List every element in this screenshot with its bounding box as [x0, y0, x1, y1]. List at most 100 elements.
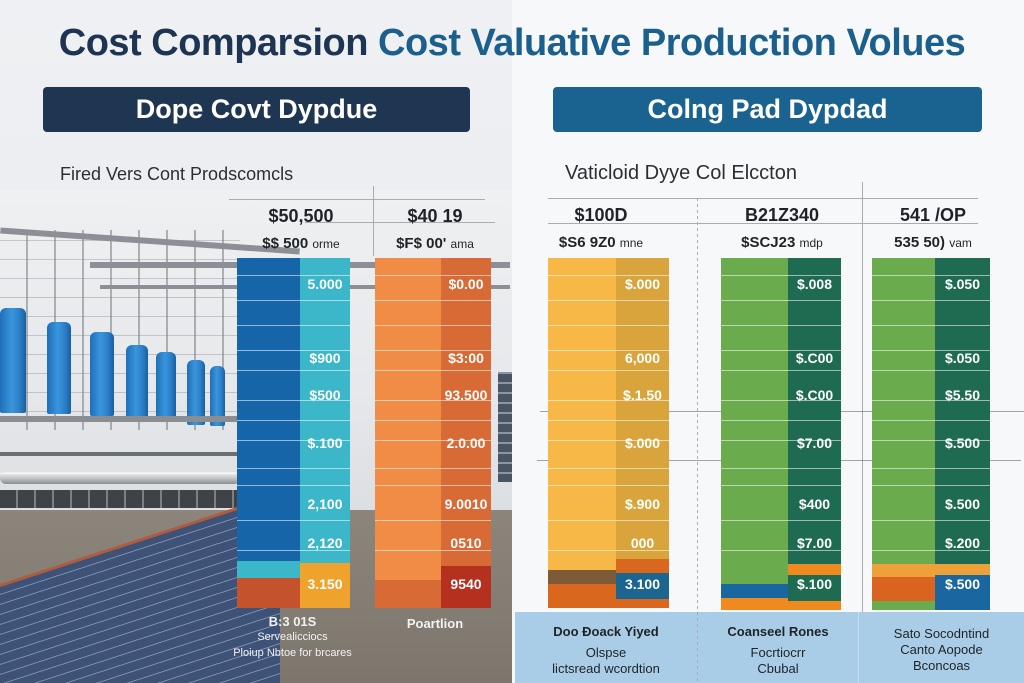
bar-segment [935, 574, 990, 602]
bar-value-label: $.500 [944, 576, 981, 592]
legend-divider [858, 612, 859, 683]
bar-segment [237, 578, 300, 608]
bar-value-label: $.500 [944, 496, 981, 512]
bar-value-label: 2,100 [307, 496, 343, 512]
caption-col-2: Poartlion [406, 616, 464, 631]
header-sub: $SCJ23 mdp [741, 234, 823, 251]
header-rule [229, 199, 485, 200]
bar-gridline [872, 420, 990, 421]
bar-value-label: $.008 [796, 276, 833, 292]
bar-segment [616, 258, 669, 559]
section-header-left: Dope Covt Dypdue [43, 87, 470, 132]
bar-value-label: 2,120 [307, 535, 343, 551]
bar-segment [872, 576, 935, 602]
section-subtitle-right: Vaticloid Dyye Col Elccton [565, 162, 797, 184]
column-header-2: $40 19 $F$ 00' ama [374, 206, 496, 252]
bar-gridline [237, 325, 350, 326]
bar-gridline [375, 325, 491, 326]
bar-value-label: 000 [630, 535, 655, 551]
bar-segment [721, 597, 788, 610]
bar-value-label: $.100 [307, 435, 343, 451]
bar-gridline [872, 300, 990, 301]
bar-value-label: 6,000 [624, 350, 661, 366]
bar-segment [872, 258, 935, 565]
bar-gridline [237, 275, 350, 276]
bar-gridline [548, 485, 669, 486]
bar-segment [788, 601, 841, 610]
bar-segment [616, 599, 669, 608]
column-header-4: B21Z340 $SCJ23 mdp [712, 205, 852, 251]
header-rule [305, 222, 495, 223]
legend-item-1: Doo Đoack Yiyed Olspse lictsread wcordti… [552, 624, 660, 676]
bar-segment [548, 569, 616, 584]
bar-gridline [548, 400, 669, 401]
bar-gridline [375, 300, 491, 301]
bar-gridline [548, 520, 669, 521]
header-value: $40 19 [407, 206, 463, 226]
bar-value-label: $.1.50 [623, 387, 662, 403]
bar-gridline [548, 325, 669, 326]
bar-gridline [721, 400, 841, 401]
bar-gridline [872, 440, 990, 441]
title-part-2: Cost Valuative Production Volues [378, 22, 966, 64]
header-rule [548, 223, 978, 224]
bar-gridline [375, 370, 491, 371]
bar-gridline [872, 400, 990, 401]
bar-segment [616, 559, 669, 573]
stacked-bar-4: $.008 $.C00 $.C00 $7.00 $400 $7.00 $.100 [721, 258, 841, 610]
bar-segment [872, 601, 935, 610]
bar-value-label: $.100 [796, 576, 833, 592]
bar-value-label: 9.0010 [444, 496, 488, 512]
bar-gridline [872, 468, 990, 469]
bar-value-label: $7.00 [796, 435, 833, 451]
bar-gridline [548, 275, 669, 276]
bar-value-label: $7.00 [796, 535, 833, 551]
bar-gridline [721, 520, 841, 521]
header-divider [373, 186, 374, 256]
header-value: $50,500 [268, 206, 334, 226]
bar-segment [935, 258, 990, 565]
bar-gridline [872, 370, 990, 371]
bar-segment [548, 583, 616, 608]
bar-gridline [548, 440, 669, 441]
stacked-bar-5: $.050 $.050 $5.50 $.500 $.500 $.200 $.500 [872, 258, 990, 610]
bar-gridline [721, 420, 841, 421]
bar-gridline [237, 420, 350, 421]
bar-segment [375, 258, 441, 580]
gridline [0, 473, 240, 474]
bar-gridline [237, 400, 350, 401]
caption-col-1: B:3 01S Servealicciocs Ploiup Nbtoe for … [233, 614, 352, 659]
bar-gridline [375, 420, 491, 421]
bar-value-label: $.500 [944, 435, 981, 451]
bar-gridline [872, 350, 990, 351]
bar-value-label: $500 [309, 387, 341, 403]
bar-value-label: $.C00 [795, 387, 834, 403]
column-header-5: 541 /OP 535 50) vam [868, 205, 998, 251]
bar-value-label: 0510 [450, 535, 482, 551]
legend-item-2: Coanseel Rones Focrtiocrr Cbubal [727, 624, 829, 676]
bar-gridline [872, 275, 990, 276]
bar-gridline [237, 520, 350, 521]
bar-gridline [375, 275, 491, 276]
bar-segment [721, 588, 788, 598]
bar-segment [237, 560, 300, 579]
bar-gridline [721, 485, 841, 486]
header-sub: $S6 9Z0 mne [558, 234, 644, 251]
bar-gridline [872, 520, 990, 521]
bar-value-label: $.050 [944, 276, 981, 292]
bar-gridline [375, 400, 491, 401]
bar-gridline [375, 350, 491, 351]
bar-value-label: $.200 [944, 535, 981, 551]
bar-value-label: $5.50 [944, 387, 981, 403]
bar-gridline [721, 468, 841, 469]
bar-value-label: $3:00 [448, 350, 484, 366]
bar-segment [721, 583, 788, 589]
bar-gridline [548, 300, 669, 301]
bar-value-label: $.050 [944, 350, 981, 366]
bar-value-label: $400 [798, 496, 831, 512]
bar-segment [788, 574, 841, 602]
bar-gridline [872, 325, 990, 326]
bar-segment [300, 562, 350, 608]
bar-value-label: 3.100 [624, 576, 661, 592]
bar-gridline [237, 485, 350, 486]
